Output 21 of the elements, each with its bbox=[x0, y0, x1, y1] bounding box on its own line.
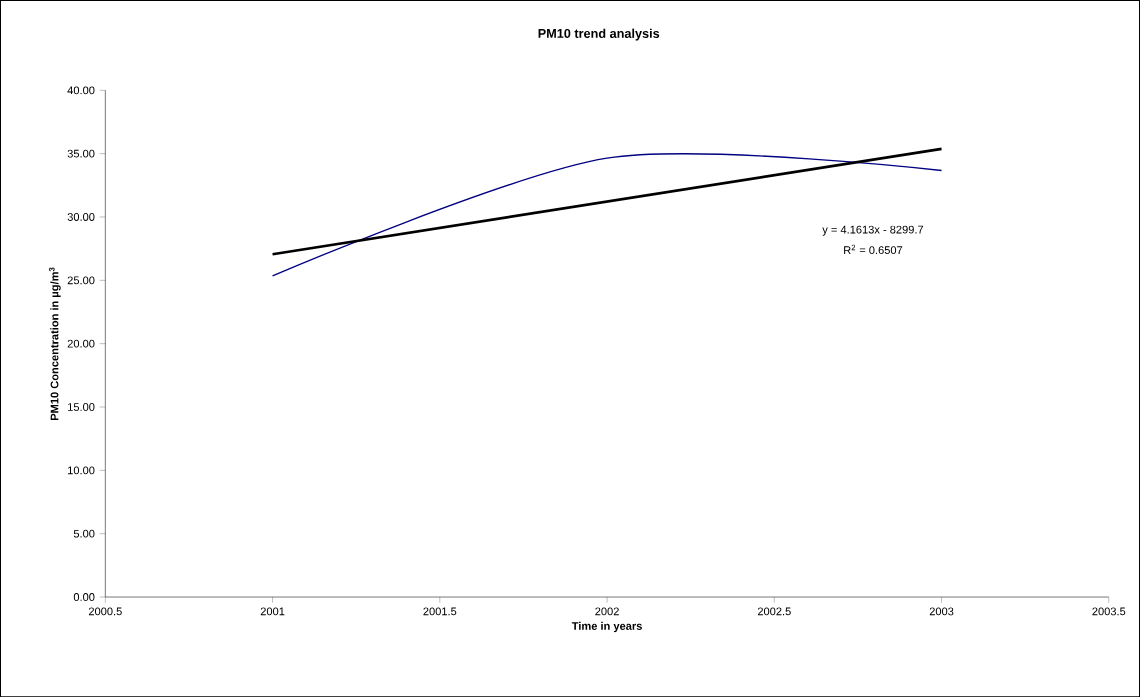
y-tick-label: 30.00 bbox=[67, 212, 95, 221]
y-tick-label: 20.00 bbox=[67, 339, 95, 348]
y-tick-label: 25.00 bbox=[67, 276, 95, 285]
annotation: y = 4.1613x - 8299.7 bbox=[822, 225, 924, 236]
y-tick-label: 0.00 bbox=[73, 592, 95, 601]
y-tick-label: 40.00 bbox=[67, 86, 95, 95]
y-tick-label: 15.00 bbox=[68, 402, 95, 411]
x-tick-label: 2000.5 bbox=[88, 607, 122, 616]
y-tick-label: 10.00 bbox=[68, 466, 95, 475]
x-tick-label: 2003.5 bbox=[1092, 607, 1126, 616]
y-axis-title: PM10 Concentration in µg/m$^{3}$ bbox=[49, 267, 61, 420]
x-tick-label: 2002 bbox=[595, 607, 619, 616]
chart-title: PM10 trend analysis bbox=[538, 28, 660, 41]
y-tick-label: 35.00 bbox=[67, 149, 95, 158]
x-tick-label: 2001 bbox=[260, 607, 285, 616]
x-tick-label: 2001.5 bbox=[423, 607, 457, 616]
x-tick-label: 2003 bbox=[929, 607, 954, 616]
x-axis-title: Time in years bbox=[571, 621, 642, 632]
y-tick-label: 5.00 bbox=[73, 529, 95, 538]
annotation: R$^{2}$ = 0.6507 bbox=[844, 244, 903, 254]
x-tick-label: 2002.5 bbox=[757, 607, 791, 616]
